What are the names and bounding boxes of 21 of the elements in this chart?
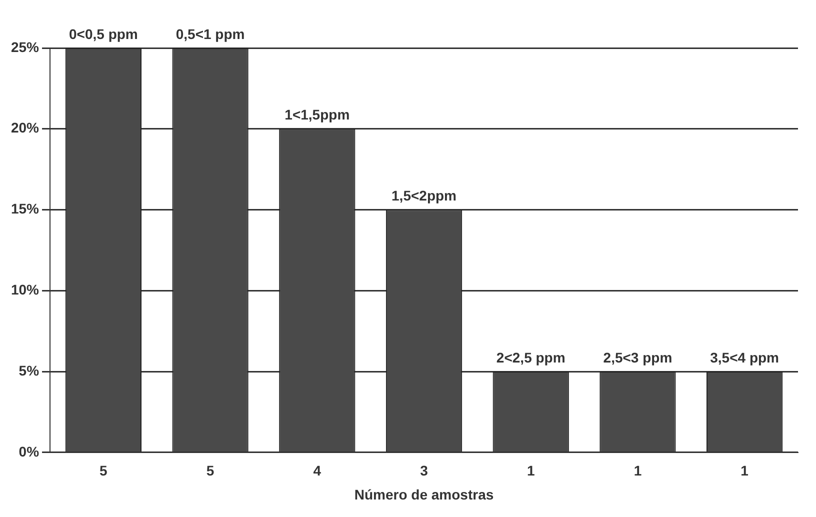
y-tick-label: 0% <box>18 443 40 460</box>
annotation: 2<2,5 ppm <box>496 349 566 366</box>
annotation: 1<1,5ppm <box>284 106 350 123</box>
y-tick-label: 20% <box>10 120 40 136</box>
x-tick-label: 1 <box>634 462 642 479</box>
x-tick-label: 3 <box>420 462 428 479</box>
x-tick-label: 5 <box>100 462 108 479</box>
y-tick-label: 25% <box>10 38 40 55</box>
annotation: 1,5<2ppm <box>392 188 456 204</box>
annotation: 2,5<3 ppm <box>603 349 672 366</box>
y-tick-label: 15% <box>10 200 40 217</box>
annotation: 3,5<4 ppm <box>710 349 780 366</box>
text: 0<0,5 ppm <box>69 26 138 42</box>
x-tick-label: 1 <box>526 462 535 479</box>
x-tick-label: 1 <box>740 462 749 479</box>
text: 0,5<1 ppm <box>176 26 245 42</box>
x-axis-title: Número de amostras <box>354 486 494 502</box>
x-tick-label: 5 <box>206 462 214 479</box>
y-tick-label: 10% <box>10 282 40 298</box>
y-tick-label: 5% <box>18 362 40 378</box>
x-tick-label: 4 <box>313 462 322 479</box>
